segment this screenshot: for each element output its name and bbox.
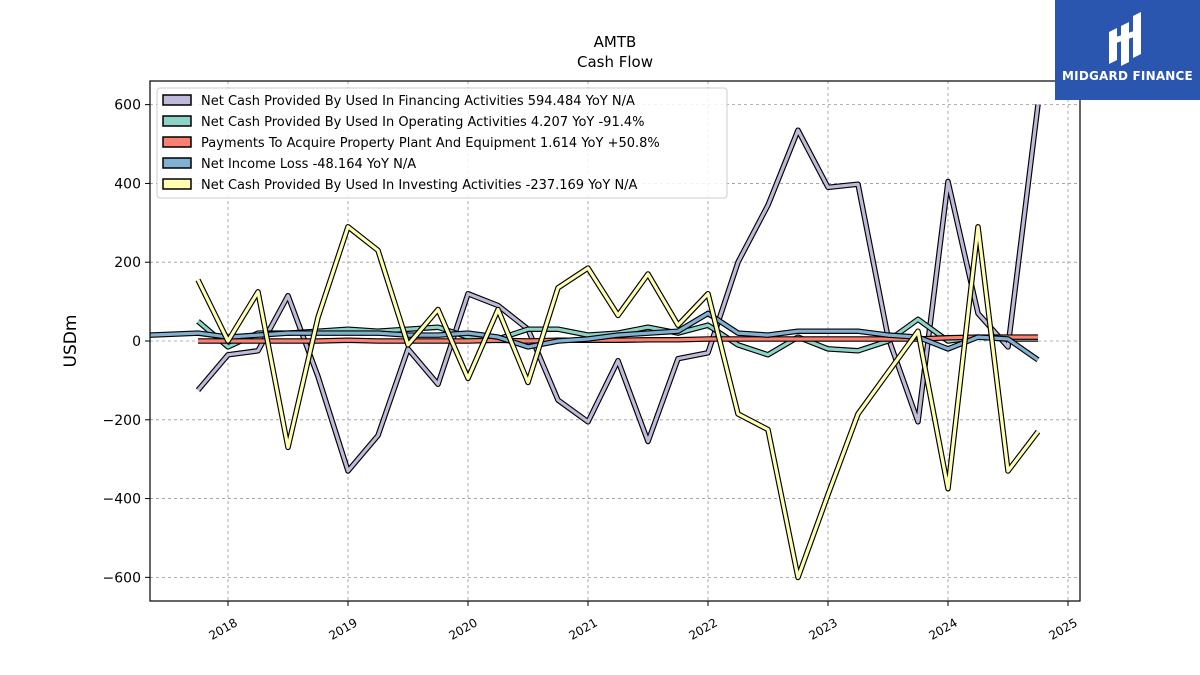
series-line bbox=[196, 225, 1040, 580]
legend-swatch bbox=[162, 115, 192, 127]
y-tick-label: 400 bbox=[114, 176, 141, 192]
legend-label: Net Cash Provided By Used In Operating A… bbox=[201, 115, 644, 130]
x-tick-label: 2022 bbox=[686, 615, 719, 642]
series-3 bbox=[198, 334, 1038, 344]
legend-swatch bbox=[162, 178, 192, 190]
legend-label: Net Cash Provided By Used In Financing A… bbox=[201, 94, 635, 109]
legend: Net Cash Provided By Used In Financing A… bbox=[156, 87, 728, 199]
brand-name: MIDGARD FINANCE bbox=[1062, 69, 1193, 83]
series-line bbox=[198, 335, 1038, 343]
x-tick-label: 2024 bbox=[926, 615, 959, 642]
x-tick-label: 2023 bbox=[806, 615, 839, 642]
legend-label: Net Income Loss -48.164 YoY N/A bbox=[201, 157, 416, 172]
x-tick-label: 2021 bbox=[566, 615, 599, 642]
chart-subtitle: Cash Flow bbox=[577, 53, 653, 71]
midgard-logo-icon bbox=[1109, 12, 1141, 66]
y-tick-label: 0 bbox=[132, 334, 141, 350]
series-line bbox=[196, 104, 1040, 473]
series-5 bbox=[195, 224, 1041, 581]
brand-logo: MIDGARD FINANCE bbox=[1055, 0, 1200, 100]
x-tick-label: 2019 bbox=[326, 615, 359, 642]
x-tick-label: 2018 bbox=[206, 615, 239, 642]
y-tick-label: 200 bbox=[114, 255, 141, 271]
y-tick-label: −400 bbox=[103, 492, 141, 508]
legend-swatch bbox=[162, 157, 192, 169]
legend-label: Net Cash Provided By Used In Investing A… bbox=[201, 178, 638, 193]
y-axis-label: USDm bbox=[61, 315, 81, 368]
series-1 bbox=[195, 104, 1041, 474]
y-tick-label: −600 bbox=[103, 570, 141, 586]
chart-title: AMTB bbox=[594, 33, 637, 51]
legend-swatch bbox=[162, 136, 192, 148]
legend-swatch bbox=[162, 94, 192, 106]
y-tick-label: 600 bbox=[114, 98, 141, 114]
x-tick-label: 2020 bbox=[446, 615, 479, 642]
legend-label: Payments To Acquire Property Plant And E… bbox=[201, 136, 660, 151]
x-tick-label: 2025 bbox=[1046, 615, 1079, 642]
y-tick-label: −200 bbox=[103, 413, 141, 429]
plot-frame bbox=[149, 80, 1081, 602]
legend-box bbox=[156, 87, 728, 199]
